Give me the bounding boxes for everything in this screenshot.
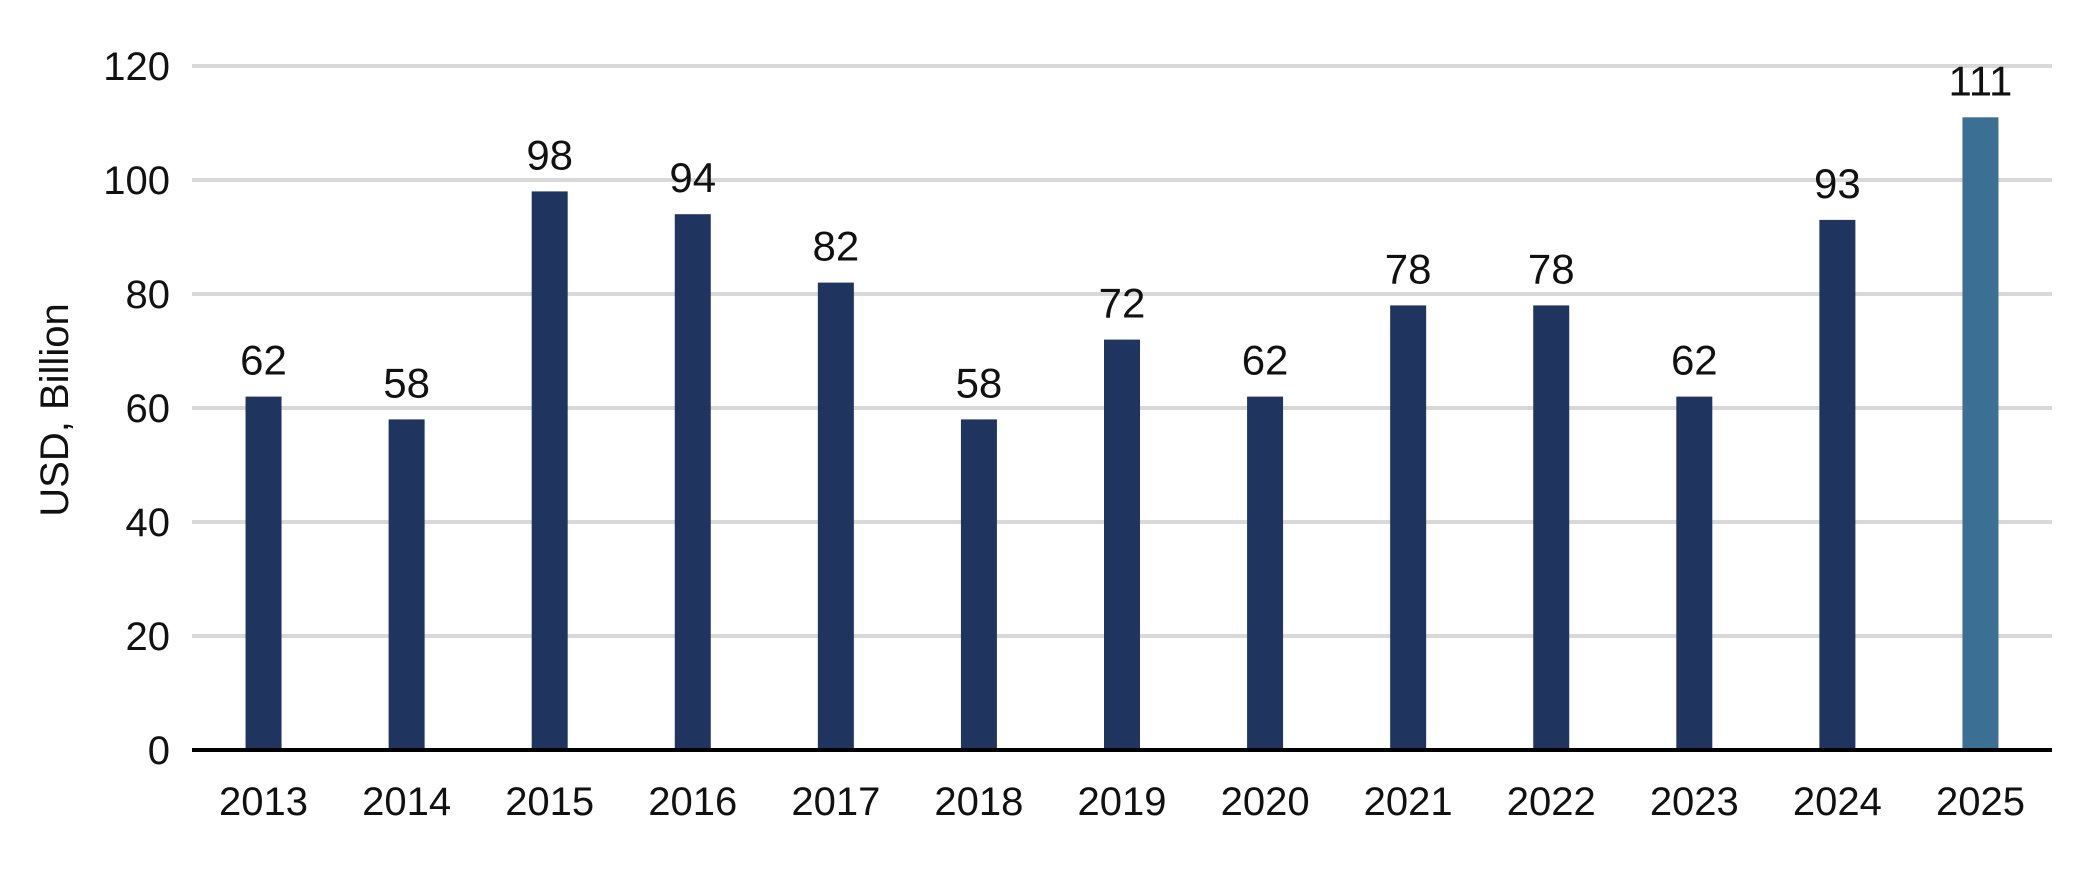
bar-2023 [1676, 396, 1713, 750]
bar-value-labels: 62 58 98 94 82 58 72 62 78 78 62 93 111 [240, 57, 2012, 406]
bar-2018 [960, 419, 997, 750]
bar-value-label: 98 [526, 131, 573, 178]
bar-2017 [817, 282, 854, 750]
y-tick-label: 100 [103, 159, 170, 203]
bar-value-label: 82 [812, 223, 859, 270]
x-tick-label: 2018 [934, 780, 1023, 824]
bar-value-label: 78 [1385, 245, 1432, 292]
bar-value-label: 62 [1671, 337, 1718, 384]
bar-value-label: 62 [1242, 337, 1289, 384]
bar-value-label: 111 [1949, 57, 2013, 104]
y-axis-title: USD, Billion [33, 303, 77, 516]
y-tick-label: 60 [126, 387, 171, 431]
x-tick-label: 2015 [505, 780, 594, 824]
x-tick-label: 2019 [1078, 780, 1167, 824]
bar-value-label: 94 [669, 154, 716, 201]
x-tick-label: 2024 [1793, 780, 1882, 824]
bar-2015 [531, 191, 568, 750]
bar-2020 [1247, 396, 1284, 750]
x-tick-label: 2016 [648, 780, 737, 824]
bar-2021 [1390, 305, 1427, 750]
y-tick-label: 120 [103, 45, 170, 89]
bar-value-label: 78 [1528, 245, 1575, 292]
bar-2024 [1819, 219, 1856, 750]
x-tick-label: 2022 [1507, 780, 1596, 824]
y-tick-label: 80 [126, 273, 171, 317]
x-tick-label: 2017 [791, 780, 880, 824]
bar-2014 [388, 419, 425, 750]
x-tick-label: 2014 [362, 780, 451, 824]
x-tick-label: 2020 [1221, 780, 1310, 824]
bar-value-label: 72 [1099, 280, 1146, 327]
x-tick-label: 2023 [1650, 780, 1739, 824]
bar-2019 [1104, 339, 1140, 750]
y-tick-label: 40 [126, 501, 171, 545]
x-tick-label: 2013 [219, 780, 308, 824]
bar-value-label: 58 [383, 359, 430, 406]
bar-value-label: 58 [956, 359, 1003, 406]
y-tick-label: 0 [148, 729, 170, 773]
x-tick-label: 2025 [1936, 780, 2025, 824]
bar-value-label: 93 [1814, 160, 1861, 207]
bar-value-label: 62 [240, 337, 287, 384]
x-tick-label: 2021 [1364, 780, 1453, 824]
axes: 0 20 40 60 80 100 120 2013 2014 2015 2016 2017 2018 2… [103, 45, 2052, 824]
y-tick-label: 20 [126, 615, 171, 659]
bar-2025 [1962, 117, 1999, 751]
bars [245, 117, 1999, 751]
bar-2016 [674, 214, 711, 750]
bar-2022 [1533, 305, 1570, 750]
bar-2013 [245, 396, 282, 750]
